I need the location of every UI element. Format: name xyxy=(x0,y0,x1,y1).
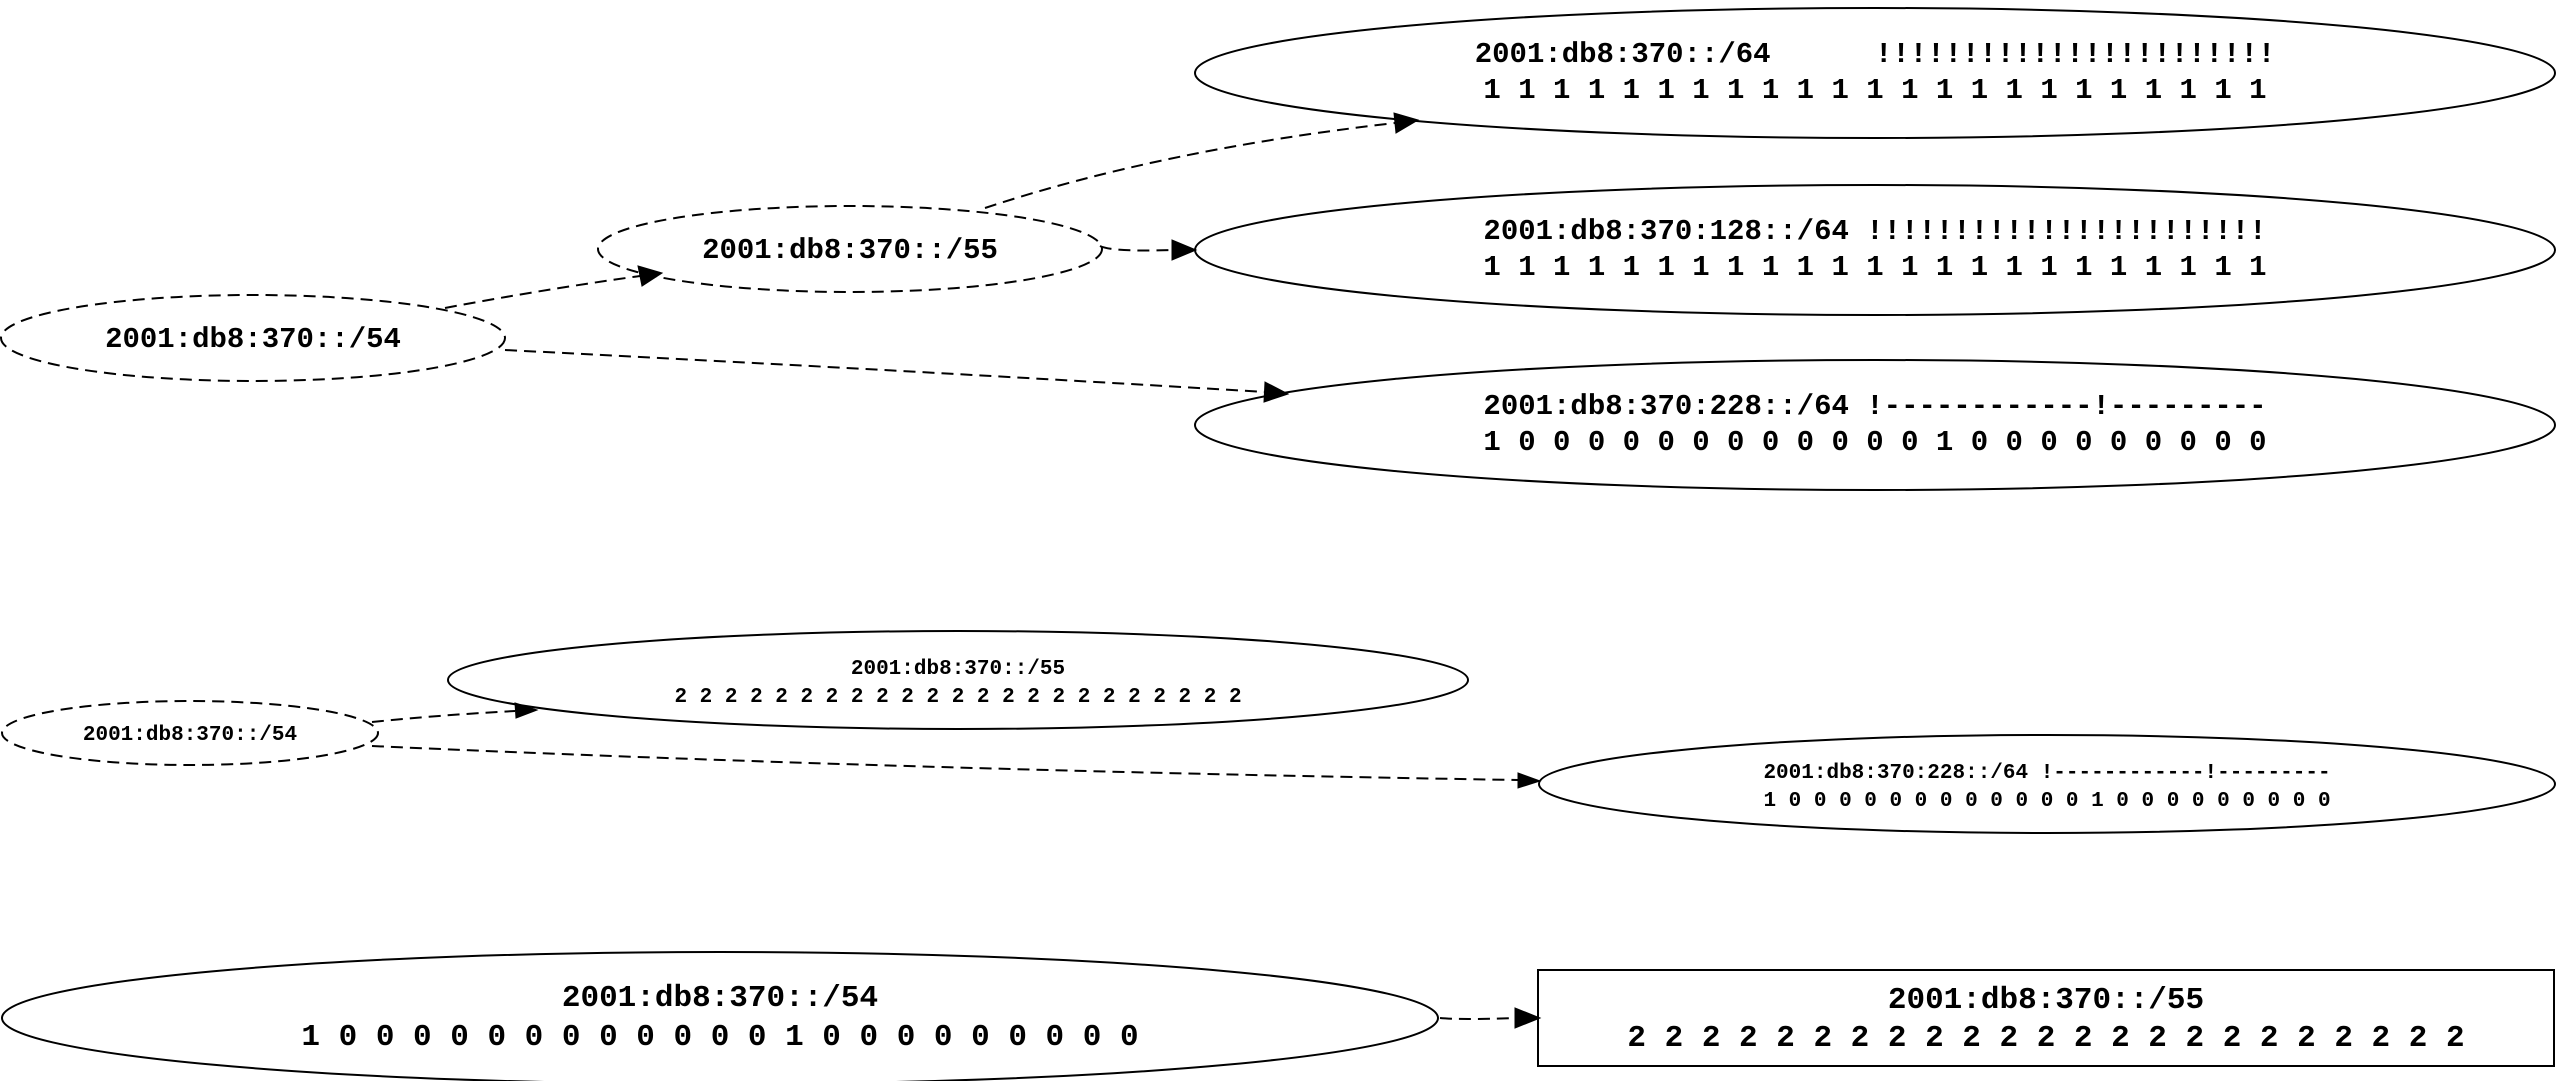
edge-root-to-mid xyxy=(444,275,641,309)
node-g2-root-ellipse xyxy=(1,700,379,766)
node-leaf-c-line1: 2001:db8:370:228::/64 !------------!----… xyxy=(1483,390,2266,423)
node-leaf-c-line2: 1 0 0 0 0 0 0 0 0 0 0 0 0 1 0 0 0 0 0 0 … xyxy=(1483,426,2266,459)
graph-3: 2001:db8:370::/54 1 0 0 0 0 0 0 0 0 0 0 … xyxy=(1,951,2555,1081)
node-root-ellipse xyxy=(0,294,506,382)
edge-mid-to-leaf-b xyxy=(1099,245,1173,252)
node-g2-leaf-b: 2001:db8:370:228::/64 !------------!----… xyxy=(1538,734,2556,834)
graph-2: 2001:db8:370::/54 2001:db8:370::/55 2 2 … xyxy=(1,630,2556,834)
node-g3-root-ellipse xyxy=(1,951,1439,1081)
node-g3-box-line2: 2 2 2 2 2 2 2 2 2 2 2 2 2 2 2 2 2 2 2 2 … xyxy=(1627,1021,2464,1056)
node-leaf-c: 2001:db8:370:228::/64 !------------!----… xyxy=(1194,359,2556,491)
node-mid-label: 2001:db8:370::/55 xyxy=(702,234,998,267)
node-g2-leaf-a-line2: 2 2 2 2 2 2 2 2 2 2 2 2 2 2 2 2 2 2 2 2 … xyxy=(674,686,1241,709)
node-g3-box-rect xyxy=(1537,969,2555,1067)
edge-g2-root-to-leaf-b-arrowhead xyxy=(1517,772,1542,789)
node-g2-leaf-b-line2: 1 0 0 0 0 0 0 0 0 0 0 0 0 1 0 0 0 0 0 0 … xyxy=(1763,790,2330,813)
node-g3-box-line1: 2001:db8:370::/55 xyxy=(1888,983,2204,1018)
node-leaf-a: 2001:db8:370::/64 !!!!!!!!!!!!!!!!!!!!!!… xyxy=(1194,7,2556,139)
node-leaf-a-ellipse xyxy=(1194,7,2556,139)
node-root-label: 2001:db8:370::/54 xyxy=(105,323,401,356)
edge-root-to-leaf-c-arrowhead xyxy=(1263,381,1290,403)
node-g2-root: 2001:db8:370::/54 xyxy=(1,700,379,766)
node-g2-leaf-b-line1: 2001:db8:370:228::/64 !------------!----… xyxy=(1763,762,2330,785)
node-leaf-a-line2: 1 1 1 1 1 1 1 1 1 1 1 1 1 1 1 1 1 1 1 1 … xyxy=(1483,74,2266,107)
edge-g2-root-to-leaf-b xyxy=(371,745,1519,781)
node-g3-root-line1: 2001:db8:370::/54 xyxy=(562,981,878,1016)
edge-g3-root-to-box xyxy=(1439,1017,1516,1020)
edge-root-to-leaf-c xyxy=(504,349,1266,393)
node-g3-box: 2001:db8:370::/55 2 2 2 2 2 2 2 2 2 2 2 … xyxy=(1537,969,2555,1067)
node-mid: 2001:db8:370::/55 xyxy=(597,205,1103,293)
node-leaf-b-line2: 1 1 1 1 1 1 1 1 1 1 1 1 1 1 1 1 1 1 1 1 … xyxy=(1483,251,2266,284)
node-g2-leaf-a-line1: 2001:db8:370::/55 xyxy=(851,658,1065,681)
node-g2-leaf-b-ellipse xyxy=(1538,734,2556,834)
node-leaf-c-ellipse xyxy=(1194,359,2556,491)
node-g3-root: 2001:db8:370::/54 1 0 0 0 0 0 0 0 0 0 0 … xyxy=(1,951,1439,1081)
node-g3-root-line2: 1 0 0 0 0 0 0 0 0 0 0 0 0 1 0 0 0 0 0 0 … xyxy=(301,1020,1138,1055)
node-root: 2001:db8:370::/54 xyxy=(0,294,506,382)
node-leaf-a-line1: 2001:db8:370::/64 !!!!!!!!!!!!!!!!!!!!!!… xyxy=(1475,38,2276,71)
edge-g2-root-to-leaf-a xyxy=(371,710,516,723)
edge-mid-to-leaf-a-arrowhead xyxy=(1393,112,1420,134)
node-g2-leaf-a: 2001:db8:370::/55 2 2 2 2 2 2 2 2 2 2 2 … xyxy=(447,630,1469,730)
node-g2-leaf-a-ellipse xyxy=(447,630,1469,730)
edge-mid-to-leaf-a xyxy=(984,122,1396,209)
graph-1: 2001:db8:370::/54 2001:db8:370::/55 2001… xyxy=(0,7,2556,491)
node-leaf-b-line1: 2001:db8:370:128::/64 !!!!!!!!!!!!!!!!!!… xyxy=(1483,215,2266,248)
node-mid-ellipse xyxy=(597,205,1103,293)
node-leaf-b-ellipse xyxy=(1194,184,2556,316)
edge-mid-to-leaf-b-arrowhead xyxy=(1171,239,1198,261)
node-leaf-b: 2001:db8:370:128::/64 !!!!!!!!!!!!!!!!!!… xyxy=(1194,184,2556,316)
node-g2-root-label: 2001:db8:370::/54 xyxy=(83,724,297,747)
edge-g3-root-to-box-arrowhead xyxy=(1514,1007,1542,1029)
